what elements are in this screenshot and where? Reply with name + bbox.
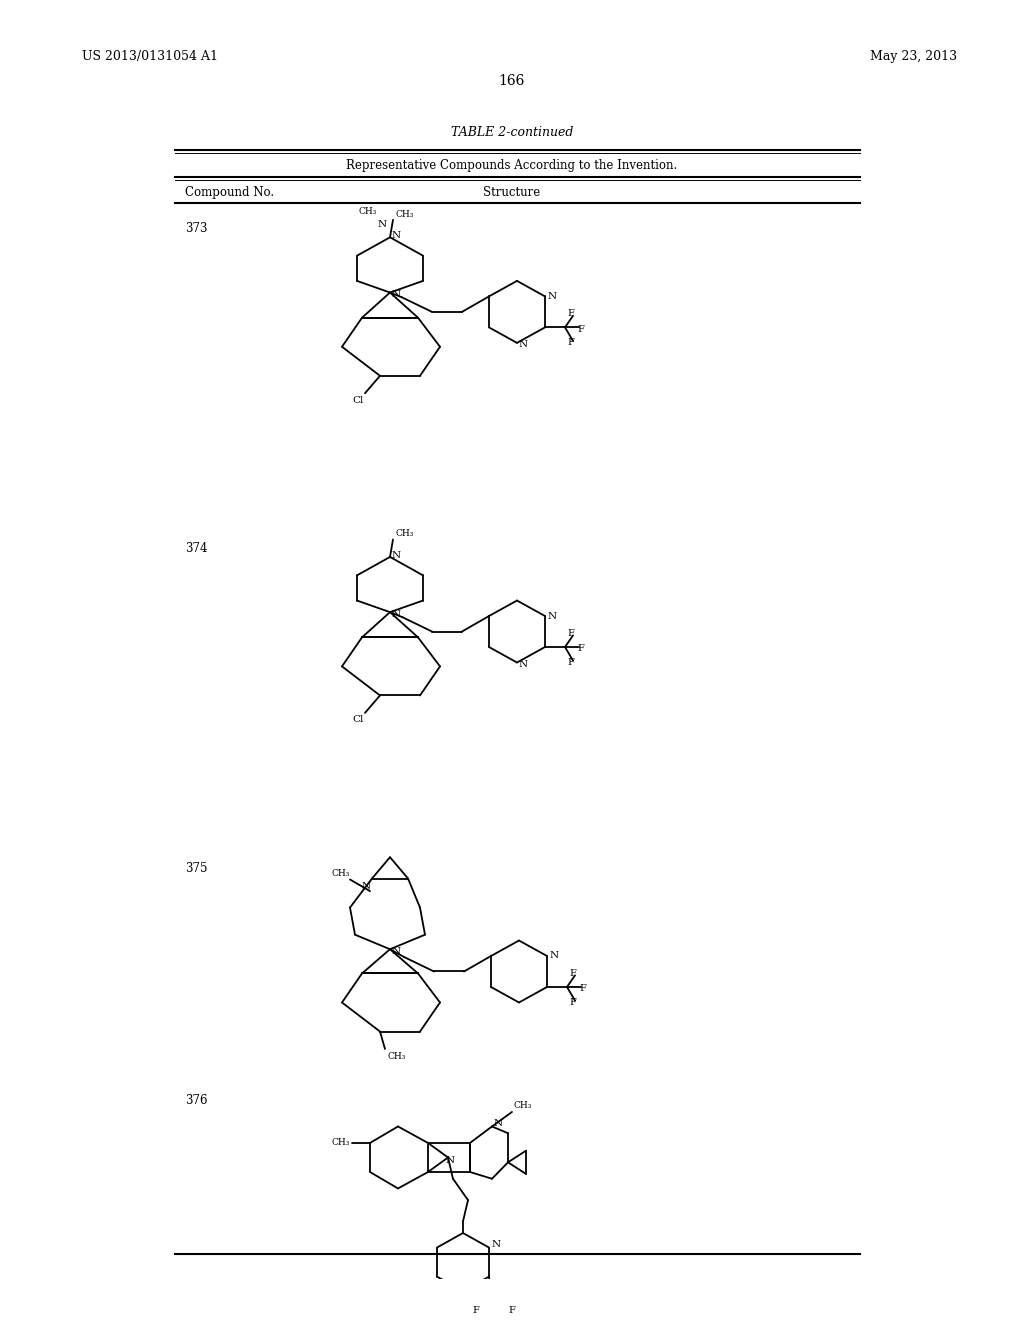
Text: F: F	[577, 325, 584, 334]
Text: F: F	[577, 644, 584, 653]
Text: N: N	[550, 952, 559, 961]
Text: 374: 374	[185, 543, 208, 556]
Text: N: N	[492, 1239, 501, 1249]
Text: N: N	[548, 292, 557, 301]
Text: Cl: Cl	[352, 396, 364, 404]
Text: TABLE 2-continued: TABLE 2-continued	[451, 125, 573, 139]
Text: CH₃: CH₃	[332, 1138, 350, 1147]
Text: CH₃: CH₃	[514, 1101, 532, 1110]
Text: N: N	[392, 290, 401, 298]
Text: 375: 375	[185, 862, 208, 875]
Text: Representative Compounds According to the Invention.: Representative Compounds According to th…	[346, 158, 678, 172]
Text: N: N	[519, 341, 528, 350]
Text: US 2013/0131054 A1: US 2013/0131054 A1	[82, 50, 218, 63]
Text: CH₃: CH₃	[395, 529, 414, 539]
Text: 376: 376	[185, 1094, 208, 1107]
Text: F: F	[569, 969, 575, 978]
Text: F: F	[567, 628, 573, 638]
Text: F: F	[567, 338, 573, 347]
Text: N: N	[378, 220, 387, 230]
Text: F: F	[472, 1305, 479, 1315]
Text: CH₃: CH₃	[388, 1052, 407, 1061]
Text: F: F	[569, 998, 575, 1007]
Text: N: N	[548, 611, 557, 620]
Text: CH₃: CH₃	[395, 210, 414, 219]
Text: CH₃: CH₃	[332, 869, 350, 878]
Text: F: F	[579, 985, 586, 994]
Text: F: F	[567, 309, 573, 318]
Text: N: N	[392, 550, 401, 560]
Text: F: F	[508, 1305, 515, 1315]
Text: N: N	[446, 1156, 455, 1164]
Text: Structure: Structure	[483, 186, 541, 198]
Text: Compound No.: Compound No.	[185, 186, 274, 198]
Text: N: N	[392, 610, 401, 619]
Text: N: N	[519, 660, 528, 669]
Text: N: N	[362, 882, 371, 891]
Text: 166: 166	[499, 74, 525, 88]
Text: CH₃: CH₃	[358, 207, 377, 215]
Text: Cl: Cl	[352, 715, 364, 725]
Text: May 23, 2013: May 23, 2013	[870, 50, 957, 63]
Text: 373: 373	[185, 223, 208, 235]
Text: F: F	[567, 657, 573, 667]
Text: N: N	[494, 1119, 503, 1129]
Text: N: N	[392, 231, 401, 240]
Text: N: N	[392, 946, 401, 956]
